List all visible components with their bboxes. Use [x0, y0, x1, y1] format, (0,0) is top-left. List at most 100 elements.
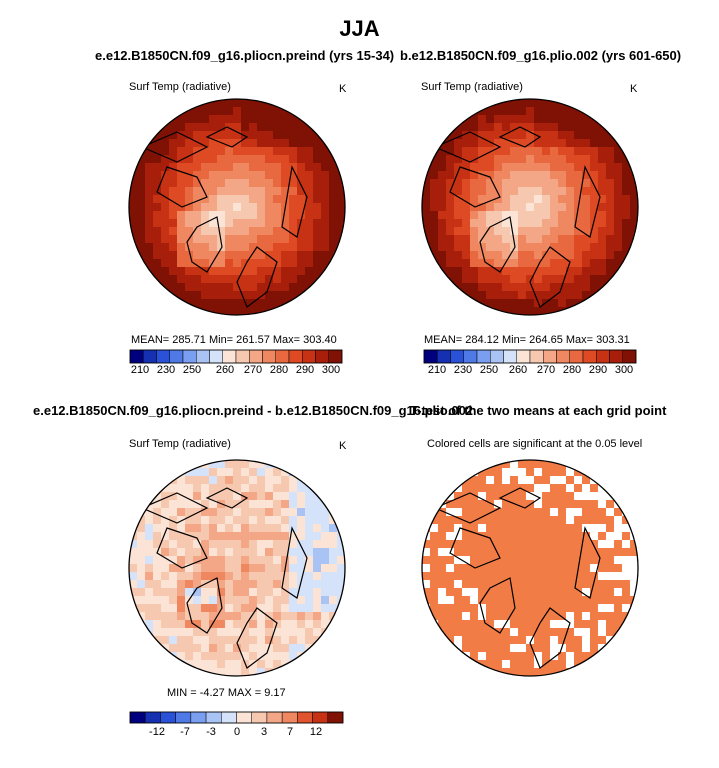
grid-cell — [494, 548, 503, 557]
grid-cell — [241, 644, 250, 653]
grid-cell — [257, 660, 266, 669]
greenland-coastline — [479, 216, 516, 273]
grid-cell — [550, 275, 559, 284]
grid-cell — [470, 235, 479, 244]
grid-cell — [486, 636, 495, 645]
grid-cell — [622, 187, 631, 196]
grid-cell — [478, 227, 487, 236]
grid-cell — [305, 131, 314, 140]
grid-cell — [510, 187, 519, 196]
grid-cell — [454, 211, 463, 220]
grid-cell — [582, 612, 591, 621]
grid-cell — [630, 195, 638, 204]
cb1-tick-label: 270 — [243, 364, 263, 376]
grid-cell — [558, 291, 567, 300]
grid-cell — [582, 516, 591, 525]
colorbar-panel-3 — [129, 711, 344, 724]
grid-cell — [526, 131, 535, 140]
grid-cell — [161, 492, 170, 501]
grid-cell — [249, 532, 258, 541]
grid-cell — [137, 195, 146, 204]
grid-cell — [241, 604, 250, 613]
grid-cell — [558, 540, 567, 549]
grid-cell — [281, 492, 290, 501]
grid-cell — [329, 203, 338, 212]
grid-cell — [137, 548, 146, 557]
grid-cell — [169, 267, 178, 276]
grid-cell — [430, 524, 439, 533]
grid-cell — [265, 211, 274, 220]
grid-cell — [281, 572, 290, 581]
grid-cell — [590, 620, 599, 629]
grid-cell — [430, 171, 439, 180]
grid-cell — [297, 211, 306, 220]
grid-cell — [574, 476, 583, 485]
grid-cell — [265, 107, 274, 116]
grid-cell — [598, 564, 607, 573]
grid-cell — [590, 596, 599, 605]
colorbar-swatch — [160, 711, 176, 724]
grid-cell — [430, 163, 439, 172]
grid-cell — [297, 195, 306, 204]
grid-cell — [169, 620, 178, 629]
grid-cell — [422, 572, 431, 581]
grid-cell — [590, 628, 599, 637]
grid-cell — [249, 179, 258, 188]
grid-cell — [225, 596, 234, 605]
grid-cell — [241, 468, 250, 477]
grid-cell — [598, 628, 607, 637]
grid-cell — [550, 628, 559, 637]
grid-cell — [241, 283, 250, 292]
grid-cell — [217, 107, 226, 116]
grid-cell — [169, 187, 178, 196]
grid-cell — [502, 299, 511, 308]
grid-cell — [462, 540, 471, 549]
grid-cell — [161, 251, 170, 260]
grid-cell — [273, 620, 282, 629]
grid-cell — [193, 179, 202, 188]
grid-cell — [313, 179, 322, 188]
grid-cell — [598, 251, 607, 260]
grid-cell — [297, 548, 306, 557]
grid-cell — [297, 516, 306, 525]
grid-cell — [454, 500, 463, 509]
grid-cell — [558, 476, 567, 485]
grid-cell — [494, 644, 503, 653]
grid-cell — [486, 516, 495, 525]
grid-cell — [265, 243, 274, 252]
grid-cell — [606, 644, 615, 653]
grid-cell — [233, 612, 242, 621]
grid-cell — [225, 572, 234, 581]
grid-cell — [305, 548, 314, 557]
grid-cell — [566, 644, 575, 653]
grid-cell — [225, 243, 234, 252]
grid-cell — [169, 516, 178, 525]
grid-cell — [177, 660, 186, 669]
grid-cell — [614, 195, 623, 204]
grid-cell — [297, 620, 306, 629]
grid-cell — [462, 139, 471, 148]
grid-cell — [494, 283, 503, 292]
grid-cell — [598, 500, 607, 509]
grid-cell — [574, 107, 583, 116]
grid-cell — [566, 267, 575, 276]
grid-cell — [265, 628, 274, 637]
grid-cell — [478, 564, 487, 573]
grid-cell — [534, 131, 543, 140]
grid-cell — [590, 572, 599, 581]
grid-cell — [233, 155, 242, 164]
grid-cell — [566, 299, 575, 308]
grid-cell — [590, 163, 599, 172]
grid-cell — [257, 468, 266, 477]
grid-cell — [590, 636, 599, 645]
grid-cell — [526, 668, 535, 676]
grid-cell — [622, 572, 631, 581]
grid-cell — [305, 147, 314, 156]
grid-cell — [177, 219, 186, 228]
grid-cell — [185, 468, 194, 477]
grid-cell — [225, 99, 234, 108]
grid-cell — [566, 476, 575, 485]
grid-cell — [273, 115, 282, 124]
grid-cell — [542, 484, 551, 493]
grid-cell — [494, 532, 503, 541]
